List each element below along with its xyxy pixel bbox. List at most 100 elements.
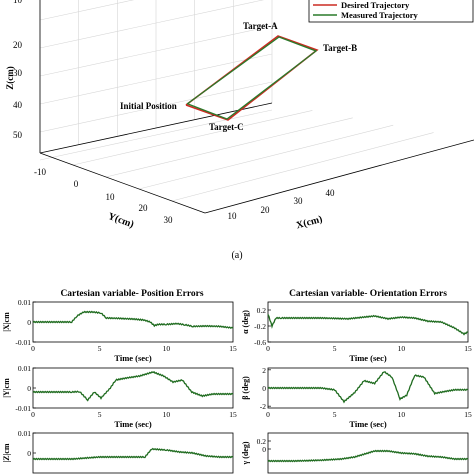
y-axis-line	[39, 152, 206, 214]
orientation-errors-title: Cartesian variable- Orientation Errors	[289, 289, 447, 299]
subplot-ylabel: |X|cm	[2, 312, 11, 332]
subplot-xlabel: Time (sec)	[349, 353, 387, 363]
y-tick-label: 0	[27, 449, 31, 458]
error-series-line	[267, 371, 469, 404]
grid-line	[72, 110, 313, 166]
x-tick-label: 15	[229, 410, 237, 419]
trajectory-lines	[185, 35, 319, 121]
y-tick-label: -0.01	[15, 404, 31, 413]
x-tick-label: 0	[266, 410, 270, 419]
y-tick-label: 0	[262, 445, 266, 454]
y-tick-label: 20	[139, 203, 149, 213]
subplot-ylabel: |Z|cm	[2, 443, 11, 462]
x-tick-label: 0	[31, 344, 35, 353]
y-tick-label: 0.01	[18, 364, 31, 373]
legend-label-measured: Measured Trajectory	[341, 10, 418, 20]
error-series-line	[267, 449, 469, 463]
legend: Desired Trajectory Measured Trajectory	[308, 0, 474, 23]
x-tick-label: 5	[333, 344, 337, 353]
subplot-3: 0.01 0 |Z|cm	[2, 429, 234, 474]
error-series-line	[32, 447, 234, 461]
position-errors-title: Cartesian variable- Position Errors	[60, 289, 203, 299]
subplot-xlabel: Time (sec)	[349, 419, 387, 429]
x-tick-label: 10	[163, 344, 171, 353]
y-tick-label: 0	[74, 179, 79, 189]
y-tick-label: 0.01	[18, 429, 31, 438]
x-axis-line	[204, 139, 474, 214]
error-series-line	[267, 314, 468, 336]
y-tick-label: 10	[106, 192, 116, 202]
annotation-target-a: Target-A	[243, 21, 278, 31]
back-edge	[39, 102, 273, 154]
x-tick-label: 0	[266, 344, 270, 353]
z-axis-label: Z(cm)	[5, 66, 15, 90]
z-tick-label: 10	[13, 0, 23, 5]
figure-caption: (a)	[231, 250, 242, 261]
x-tick-label: 5	[98, 410, 102, 419]
measured-trajectory-line	[186, 36, 318, 120]
y-tick-label: 2	[262, 366, 266, 375]
y-tick-label: 0.2	[257, 437, 267, 446]
subplot-frame	[32, 432, 234, 474]
z-tick-label: 20	[13, 40, 23, 50]
x-tick-label: 5	[98, 344, 102, 353]
grid-line	[105, 117, 353, 178]
grid-3d	[39, 0, 434, 202]
z-tick-label: 50	[13, 130, 23, 140]
axes-3d	[39, 0, 474, 214]
x-tick-label: 15	[464, 410, 472, 419]
x-tick-label: 5	[333, 410, 337, 419]
x-tick-label: 10	[163, 410, 171, 419]
y-tick-label: -10	[34, 167, 46, 177]
trajectory-annotations: Target-A Target-B Initial Position Targe…	[120, 21, 357, 132]
legend-label-desired: Desired Trajectory	[341, 0, 410, 10]
annotation-target-c: Target-C	[209, 122, 244, 132]
x-tick-label: 10	[398, 410, 406, 419]
legend-box	[308, 0, 474, 23]
y-tick-label: -0.6	[254, 338, 266, 347]
subplot-frame	[32, 367, 234, 409]
y-tick-label: -0.01	[15, 338, 31, 347]
x-tick-label: 40	[326, 188, 336, 198]
y-tick-label: 0	[262, 384, 266, 393]
y-tick-label: 0.01	[18, 298, 31, 307]
grid-line	[171, 132, 434, 202]
y-tick-labels: -10 0 10 20 30	[34, 167, 173, 225]
grid-line	[138, 124, 394, 190]
x-tick-label: 30	[294, 196, 304, 206]
grid-line	[39, 109, 273, 161]
orientation-errors-figure: Cartesian variable- Orientation Errors 0…	[241, 289, 472, 474]
annotation-target-b: Target-B	[323, 43, 357, 53]
subplot-ylabel: α (deg)	[241, 310, 250, 334]
desired-trajectory-line	[185, 35, 319, 121]
x-tick-label: 15	[229, 344, 237, 353]
y-tick-label: -0.2	[254, 322, 266, 331]
z-tick-labels: 10 20 30 40 50	[13, 0, 23, 140]
annotation-initial-position: Initial Position	[120, 101, 177, 111]
x-tick-label: 20	[261, 205, 271, 215]
y-tick-label: 0	[27, 318, 31, 327]
x-tick-label: 10	[228, 211, 238, 221]
subplot-3: 0.20 γ (deg)	[241, 432, 469, 474]
z-tick-label: 30	[13, 68, 23, 78]
y-tick-label: 0.2	[257, 306, 267, 315]
position-errors-figure: Cartesian variable- Position Errors 0.01…	[2, 289, 237, 474]
x-tick-label: 15	[464, 344, 472, 353]
subplot-1: 0.2 -0.2 -0.6 α (deg) 0 5 10 15 Time (sec)	[241, 301, 472, 363]
error-series-line	[32, 310, 234, 330]
subplot-ylabel: β (deg)	[241, 376, 250, 400]
y-tick-label: -2	[260, 402, 266, 411]
x-tick-label: 10	[398, 344, 406, 353]
x-axis-label: X(cm)	[295, 214, 324, 232]
subplot-xlabel: Time (sec)	[114, 419, 152, 429]
trajectory-3d-plot: 10 20 30 40 50 Z(cm) -10 0 10 20 30 Y(cm…	[5, 0, 474, 261]
x-tick-label: 0	[31, 410, 35, 419]
y-tick-label: 0	[27, 384, 31, 393]
subplot-xlabel: Time (sec)	[114, 353, 152, 363]
y-tick-label: 30	[164, 215, 174, 225]
error-series-line	[32, 371, 234, 402]
